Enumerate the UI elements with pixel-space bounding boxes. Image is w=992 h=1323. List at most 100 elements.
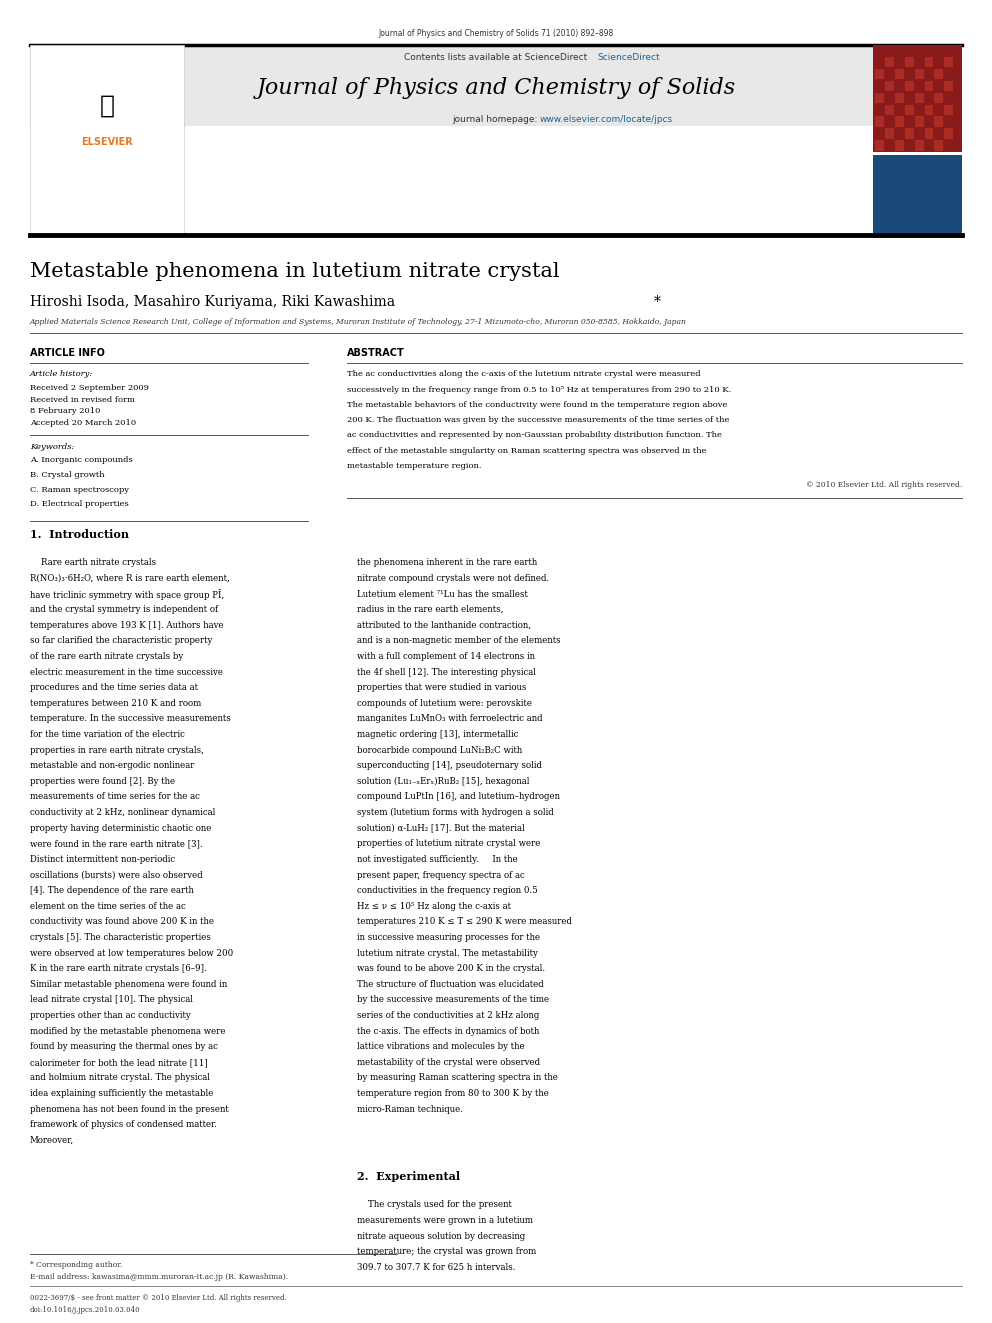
Text: of the rare earth nitrate crystals by: of the rare earth nitrate crystals by: [30, 652, 183, 662]
Text: metastable and non-ergodic nonlinear: metastable and non-ergodic nonlinear: [30, 761, 194, 770]
Text: Metastable phenomena in lutetium nitrate crystal: Metastable phenomena in lutetium nitrate…: [30, 262, 559, 280]
Text: with a full complement of 14 electrons in: with a full complement of 14 electrons i…: [357, 652, 535, 662]
FancyBboxPatch shape: [895, 140, 904, 151]
Text: for the time variation of the electric: for the time variation of the electric: [30, 730, 185, 740]
Text: Received 2 September 2009: Received 2 September 2009: [30, 384, 149, 392]
Text: the c-axis. The effects in dynamics of both: the c-axis. The effects in dynamics of b…: [357, 1027, 540, 1036]
Text: found by measuring the thermal ones by ac: found by measuring the thermal ones by a…: [30, 1043, 217, 1052]
Text: [4]. The dependence of the rare earth: [4]. The dependence of the rare earth: [30, 886, 193, 896]
Text: present paper, frequency spectra of ac: present paper, frequency spectra of ac: [357, 871, 525, 880]
Text: Lutetium element ⁷¹Lu has the smallest: Lutetium element ⁷¹Lu has the smallest: [357, 590, 528, 598]
Text: properties that were studied in various: properties that were studied in various: [357, 683, 527, 692]
Text: ABSTRACT: ABSTRACT: [347, 348, 405, 359]
Text: Journal of Physics and Chemistry of Solids: Journal of Physics and Chemistry of Soli…: [257, 77, 735, 99]
Text: by the successive measurements of the time: by the successive measurements of the ti…: [357, 995, 550, 1004]
FancyBboxPatch shape: [915, 140, 924, 151]
Text: Similar metastable phenomena were found in: Similar metastable phenomena were found …: [30, 980, 227, 988]
Text: compounds of lutetium were: perovskite: compounds of lutetium were: perovskite: [357, 699, 532, 708]
Text: *: *: [654, 295, 661, 310]
Text: radius in the rare earth elements,: radius in the rare earth elements,: [357, 605, 504, 614]
Text: element on the time series of the ac: element on the time series of the ac: [30, 902, 186, 910]
FancyBboxPatch shape: [30, 46, 962, 126]
Text: metastability of the crystal were observed: metastability of the crystal were observ…: [357, 1058, 541, 1066]
Text: were found in the rare earth nitrate [3].: were found in the rare earth nitrate [3]…: [30, 839, 202, 848]
Text: effect of the metastable singularity on Raman scattering spectra was observed in: effect of the metastable singularity on …: [347, 446, 706, 455]
FancyBboxPatch shape: [934, 140, 943, 151]
Text: 8 February 2010: 8 February 2010: [30, 407, 100, 415]
FancyBboxPatch shape: [934, 116, 943, 127]
Text: properties other than ac conductivity: properties other than ac conductivity: [30, 1011, 190, 1020]
Text: The ac conductivities along the c-axis of the lutetium nitrate crystal were meas: The ac conductivities along the c-axis o…: [347, 370, 700, 378]
Text: metastable temperature region.: metastable temperature region.: [347, 462, 482, 470]
Text: properties were found [2]. By the: properties were found [2]. By the: [30, 777, 175, 786]
FancyBboxPatch shape: [873, 45, 962, 152]
Text: nitrate aqueous solution by decreasing: nitrate aqueous solution by decreasing: [357, 1232, 526, 1241]
Text: temperature region from 80 to 300 K by the: temperature region from 80 to 300 K by t…: [357, 1089, 549, 1098]
Text: Hiroshi Isoda, Masahiro Kuriyama, Riki Kawashima: Hiroshi Isoda, Masahiro Kuriyama, Riki K…: [30, 295, 395, 310]
Text: C. Raman spectroscopy: C. Raman spectroscopy: [30, 486, 129, 493]
Text: B. Crystal growth: B. Crystal growth: [30, 471, 104, 479]
Text: attributed to the lanthanide contraction,: attributed to the lanthanide contraction…: [357, 620, 532, 630]
Text: Accepted 20 March 2010: Accepted 20 March 2010: [30, 419, 136, 427]
Text: temperatures 210 K ≤ T ≤ 290 K were measured: temperatures 210 K ≤ T ≤ 290 K were meas…: [357, 917, 572, 926]
Text: Received in revised form: Received in revised form: [30, 396, 135, 404]
FancyBboxPatch shape: [30, 45, 184, 234]
Text: and is a non-magnetic member of the elements: and is a non-magnetic member of the elem…: [357, 636, 560, 646]
FancyBboxPatch shape: [944, 128, 953, 139]
FancyBboxPatch shape: [905, 128, 914, 139]
FancyBboxPatch shape: [885, 57, 894, 67]
Text: lattice vibrations and molecules by the: lattice vibrations and molecules by the: [357, 1043, 525, 1052]
Text: conductivities in the frequency region 0.5: conductivities in the frequency region 0…: [357, 886, 538, 896]
FancyBboxPatch shape: [944, 105, 953, 115]
Text: was found to be above 200 K in the crystal.: was found to be above 200 K in the cryst…: [357, 964, 546, 974]
Text: conductivity was found above 200 K in the: conductivity was found above 200 K in th…: [30, 917, 213, 926]
Text: measurements were grown in a lutetium: measurements were grown in a lutetium: [357, 1216, 533, 1225]
FancyBboxPatch shape: [915, 116, 924, 127]
FancyBboxPatch shape: [895, 116, 904, 127]
Text: magnetic ordering [13], intermetallic: magnetic ordering [13], intermetallic: [357, 730, 519, 740]
Text: temperature; the crystal was grown from: temperature; the crystal was grown from: [357, 1248, 537, 1257]
Text: solution (Lu₁₋ₓErₓ)RuB₂ [15], hexagonal: solution (Lu₁₋ₓErₓ)RuB₂ [15], hexagonal: [357, 777, 530, 786]
Text: manganites LuMnO₃ with ferroelectric and: manganites LuMnO₃ with ferroelectric and: [357, 714, 543, 724]
FancyBboxPatch shape: [885, 105, 894, 115]
Text: 200 K. The fluctuation was given by the successive measurements of the time seri: 200 K. The fluctuation was given by the …: [347, 415, 729, 425]
Text: Keywords:: Keywords:: [30, 443, 74, 451]
Text: 2.  Experimental: 2. Experimental: [357, 1171, 460, 1183]
Text: and holmium nitrate crystal. The physical: and holmium nitrate crystal. The physica…: [30, 1073, 209, 1082]
FancyBboxPatch shape: [934, 69, 943, 79]
FancyBboxPatch shape: [875, 69, 884, 79]
Text: idea explaining sufficiently the metastable: idea explaining sufficiently the metasta…: [30, 1089, 213, 1098]
Text: journal homepage:: journal homepage:: [452, 115, 540, 124]
FancyBboxPatch shape: [885, 128, 894, 139]
Text: so far clarified the characteristic property: so far clarified the characteristic prop…: [30, 636, 212, 646]
FancyBboxPatch shape: [875, 93, 884, 103]
Text: lead nitrate crystal [10]. The physical: lead nitrate crystal [10]. The physical: [30, 995, 192, 1004]
Text: ARTICLE INFO: ARTICLE INFO: [30, 348, 104, 359]
Text: in successive measuring processes for the: in successive measuring processes for th…: [357, 933, 541, 942]
Text: oscillations (bursts) were also observed: oscillations (bursts) were also observed: [30, 871, 202, 880]
Text: phenomena has not been found in the present: phenomena has not been found in the pres…: [30, 1105, 228, 1114]
Text: were observed at low temperatures below 200: were observed at low temperatures below …: [30, 949, 233, 958]
FancyBboxPatch shape: [875, 140, 884, 151]
Text: ELSEVIER: ELSEVIER: [81, 136, 133, 147]
Text: nitrate compound crystals were not defined.: nitrate compound crystals were not defin…: [357, 574, 550, 583]
Text: crystals [5]. The characteristic properties: crystals [5]. The characteristic propert…: [30, 933, 210, 942]
Text: A. Inorganic compounds: A. Inorganic compounds: [30, 456, 133, 464]
Text: lutetium nitrate crystal. The metastability: lutetium nitrate crystal. The metastabil…: [357, 949, 538, 958]
Text: by measuring Raman scattering spectra in the: by measuring Raman scattering spectra in…: [357, 1073, 558, 1082]
Text: Applied Materials Science Research Unit, College of Information and Systems, Mur: Applied Materials Science Research Unit,…: [30, 318, 686, 325]
Text: ac conductivities and represented by non-Gaussian probability distribution funct: ac conductivities and represented by non…: [347, 431, 722, 439]
FancyBboxPatch shape: [905, 57, 914, 67]
FancyBboxPatch shape: [925, 81, 933, 91]
Text: the 4f shell [12]. The interesting physical: the 4f shell [12]. The interesting physi…: [357, 668, 536, 676]
FancyBboxPatch shape: [944, 57, 953, 67]
Text: The structure of fluctuation was elucidated: The structure of fluctuation was elucida…: [357, 980, 544, 988]
FancyBboxPatch shape: [915, 69, 924, 79]
Text: The crystals used for the present: The crystals used for the present: [357, 1200, 512, 1209]
Text: electric measurement in the time successive: electric measurement in the time success…: [30, 668, 223, 676]
Text: E-mail address: kawasima@mmm.muroran-it.ac.jp (R. Kawashima).: E-mail address: kawasima@mmm.muroran-it.…: [30, 1273, 288, 1281]
Text: system (lutetium forms with hydrogen a solid: system (lutetium forms with hydrogen a s…: [357, 808, 554, 818]
Text: www.elsevier.com/locate/jpcs: www.elsevier.com/locate/jpcs: [540, 115, 673, 124]
FancyBboxPatch shape: [905, 105, 914, 115]
Text: Article history:: Article history:: [30, 370, 93, 378]
